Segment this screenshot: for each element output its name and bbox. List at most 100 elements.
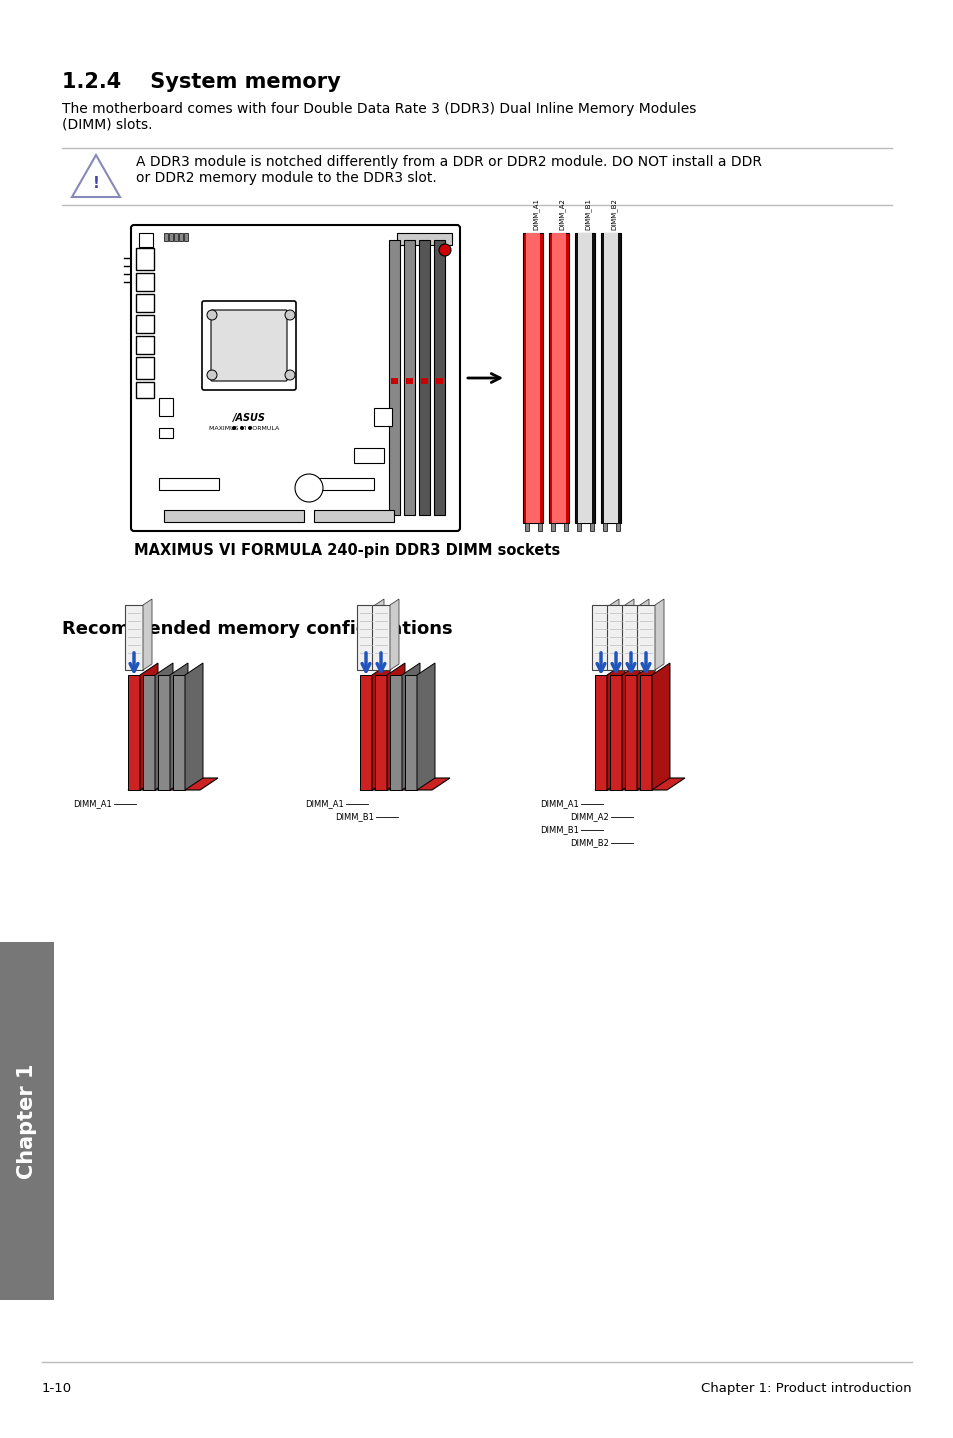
Text: /ASUS: /ASUS [233,413,265,423]
Polygon shape [621,605,639,670]
Text: DIMM_A2: DIMM_A2 [558,198,565,230]
Circle shape [232,426,235,430]
Polygon shape [143,600,152,670]
Polygon shape [621,663,639,789]
Bar [169,233,172,242]
Polygon shape [185,663,203,789]
Text: DIMM_A1: DIMM_A1 [539,800,578,808]
Bar [139,233,152,247]
Polygon shape [416,663,435,789]
Bar [563,523,567,531]
Bar [179,233,183,242]
Polygon shape [158,674,170,789]
Text: DIMM_B2: DIMM_B2 [570,838,608,847]
Bar [164,233,168,242]
Text: (DIMM) slots.: (DIMM) slots. [62,118,152,132]
Polygon shape [140,663,158,789]
Text: DIMM_A1: DIMM_A1 [305,800,344,808]
Bar [525,233,539,523]
Bar [159,398,172,416]
Text: !: ! [92,177,99,191]
Circle shape [240,426,244,430]
Circle shape [285,311,294,321]
Circle shape [438,244,451,256]
Bar [616,523,619,531]
Text: DIMM_B1: DIMM_B1 [335,812,374,821]
Polygon shape [655,600,663,670]
Bar [164,510,304,522]
Polygon shape [125,605,143,670]
Circle shape [294,475,323,502]
Text: Recommended memory configurations: Recommended memory configurations [62,620,452,638]
Bar [578,233,592,523]
Polygon shape [375,674,387,789]
Circle shape [285,370,294,380]
Polygon shape [639,674,651,789]
Bar [136,293,153,312]
Bar [136,247,153,270]
Polygon shape [595,778,684,789]
Polygon shape [372,663,390,789]
Polygon shape [128,778,218,789]
Polygon shape [595,674,606,789]
Bar [552,233,565,523]
Bar [184,233,188,242]
Polygon shape [71,155,120,197]
Bar [589,523,594,531]
Polygon shape [172,674,185,789]
Text: 1.2.4    System memory: 1.2.4 System memory [62,72,340,92]
Text: DIMM_B1: DIMM_B1 [539,825,578,834]
Bar [600,233,620,523]
Polygon shape [637,605,655,670]
Polygon shape [639,600,648,670]
Bar [551,523,555,531]
Bar [159,477,219,490]
FancyBboxPatch shape [202,301,295,390]
Bar [374,408,392,426]
Polygon shape [624,674,637,789]
Polygon shape [390,674,401,789]
Polygon shape [606,663,624,789]
Text: 1-10: 1-10 [42,1382,72,1395]
Bar [537,523,541,531]
Text: Chapter 1: Product introduction: Chapter 1: Product introduction [700,1382,911,1395]
Bar [159,429,172,439]
Bar [577,523,580,531]
Polygon shape [128,674,140,789]
Text: MAXIMUS VI FORMULA: MAXIMUS VI FORMULA [209,426,279,431]
Bar [396,233,452,244]
Bar [575,233,595,523]
Bar [391,378,397,384]
Bar [522,233,542,523]
Polygon shape [609,674,621,789]
FancyBboxPatch shape [211,311,287,381]
Polygon shape [651,663,669,789]
FancyBboxPatch shape [131,224,459,531]
Circle shape [248,426,252,430]
Polygon shape [387,663,405,789]
Bar [136,383,153,398]
Polygon shape [390,600,398,670]
Polygon shape [637,663,655,789]
Bar [434,240,444,515]
Bar [603,233,618,523]
Bar [136,357,153,380]
Text: DIMM_A1: DIMM_A1 [533,198,539,230]
Bar [420,378,428,384]
Polygon shape [405,674,416,789]
Polygon shape [624,600,634,670]
Polygon shape [170,663,188,789]
Bar [354,449,384,463]
Text: MAXIMUS VI FORMULA 240-pin DDR3 DIMM sockets: MAXIMUS VI FORMULA 240-pin DDR3 DIMM soc… [133,544,559,558]
Bar [602,523,606,531]
Polygon shape [359,674,372,789]
Bar [314,477,374,490]
Bar [524,523,529,531]
Bar [136,315,153,334]
Text: A DDR3 module is notched differently from a DDR or DDR2 module. DO NOT install a: A DDR3 module is notched differently fro… [136,155,761,170]
Polygon shape [372,605,390,670]
Text: DIMM_A1: DIMM_A1 [73,800,112,808]
Bar [418,240,430,515]
Polygon shape [606,605,624,670]
Text: DIMM_A2: DIMM_A2 [570,812,608,821]
